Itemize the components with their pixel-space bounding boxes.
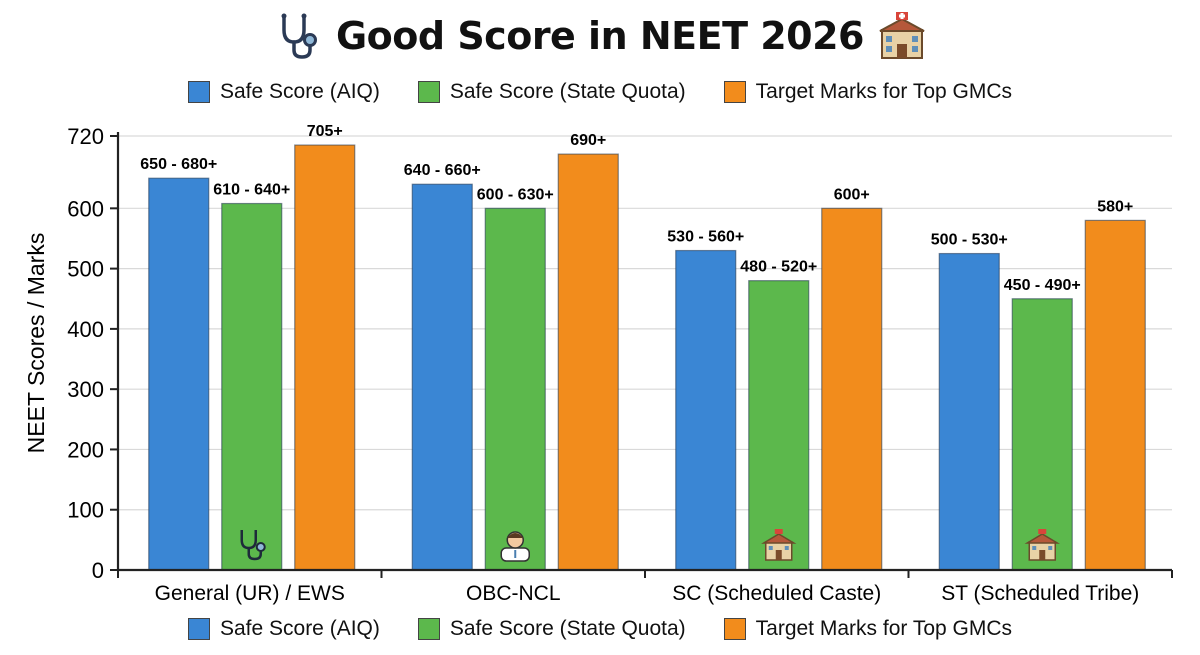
bar-state bbox=[221, 202, 283, 571]
legend-bottom: Safe Score (AIQ) Safe Score (State Quota… bbox=[0, 612, 1200, 646]
data-label: 450 - 490+ bbox=[1004, 277, 1081, 294]
x-tick-label: ST (Scheduled Tribe) bbox=[941, 582, 1139, 605]
legend-item-state: Safe Score (State Quota) bbox=[417, 80, 686, 104]
bar-aiq bbox=[148, 177, 210, 571]
legend-item-aiq: Safe Score (AIQ) bbox=[187, 80, 380, 104]
bar-aiq bbox=[675, 249, 737, 571]
chart-title: Good Score in NEET 2026 bbox=[335, 14, 865, 58]
bar-state bbox=[748, 280, 810, 571]
data-label: 480 - 520+ bbox=[740, 259, 817, 276]
stethoscope-icon bbox=[240, 530, 266, 561]
data-label: 705+ bbox=[307, 123, 343, 140]
legend-label-target: Target Marks for Top GMCs bbox=[755, 617, 1013, 640]
y-tick-label: 400 bbox=[67, 317, 104, 342]
legend-label-state: Safe Score (State Quota) bbox=[449, 80, 686, 103]
x-tick-label: SC (Scheduled Caste) bbox=[672, 582, 881, 605]
hospital-building-icon bbox=[1024, 529, 1060, 561]
doctor-icon bbox=[500, 531, 530, 562]
y-axis-label: NEET Scores / Marks bbox=[23, 233, 49, 454]
bar-state bbox=[1011, 298, 1073, 571]
legend-label-aiq: Safe Score (AIQ) bbox=[219, 617, 380, 640]
x-tick-label: OBC-NCL bbox=[466, 582, 561, 605]
bar-aiq bbox=[411, 183, 473, 571]
y-tick-label: 0 bbox=[92, 558, 104, 583]
bar-aiq bbox=[938, 252, 1000, 571]
data-label: 600 - 630+ bbox=[477, 186, 554, 203]
bar-target bbox=[821, 207, 883, 571]
legend-item-state: Safe Score (State Quota) bbox=[417, 617, 686, 641]
data-label: 500 - 530+ bbox=[931, 232, 1008, 249]
hospital-building-icon bbox=[761, 529, 797, 561]
y-tick-label: 200 bbox=[67, 437, 104, 462]
legend-swatch-target bbox=[723, 618, 746, 640]
legend-swatch-aiq bbox=[187, 618, 210, 640]
bar-state bbox=[484, 207, 546, 571]
legend-label-aiq: Safe Score (AIQ) bbox=[219, 80, 380, 103]
y-tick-label: 600 bbox=[67, 196, 104, 221]
data-label: 600+ bbox=[834, 186, 870, 203]
data-label: 640 - 660+ bbox=[404, 162, 481, 179]
legend-item-aiq: Safe Score (AIQ) bbox=[187, 617, 380, 641]
legend-swatch-state bbox=[417, 81, 440, 103]
x-tick-label: General (UR) / EWS bbox=[155, 582, 345, 605]
y-tick-label: 100 bbox=[67, 498, 104, 523]
y-tick-label: 720 bbox=[67, 124, 104, 149]
data-label: 530 - 560+ bbox=[667, 229, 744, 246]
legend-item-target: Target Marks for Top GMCs bbox=[723, 617, 1013, 641]
chart-title-row: Good Score in NEET 2026 bbox=[0, 6, 1200, 66]
data-label: 580+ bbox=[1097, 198, 1133, 215]
bar-target bbox=[557, 153, 619, 571]
legend-swatch-target bbox=[723, 81, 746, 103]
y-tick-label: 500 bbox=[67, 257, 104, 282]
legend-item-target: Target Marks for Top GMCs bbox=[723, 80, 1013, 104]
data-label: 650 - 680+ bbox=[140, 156, 217, 173]
stethoscope-icon bbox=[281, 13, 317, 59]
bar-target bbox=[1084, 219, 1146, 571]
legend-label-target: Target Marks for Top GMCs bbox=[755, 80, 1013, 103]
legend-swatch-aiq bbox=[187, 81, 210, 103]
data-label: 690+ bbox=[570, 132, 606, 149]
bar-target bbox=[294, 144, 356, 571]
legend-swatch-state bbox=[417, 618, 440, 640]
data-label: 610 - 640+ bbox=[213, 182, 290, 199]
y-tick-label: 300 bbox=[67, 377, 104, 402]
legend-top: Safe Score (AIQ) Safe Score (State Quota… bbox=[0, 76, 1200, 108]
legend-label-state: Safe Score (State Quota) bbox=[449, 617, 686, 640]
hospital-building-icon bbox=[879, 12, 925, 59]
